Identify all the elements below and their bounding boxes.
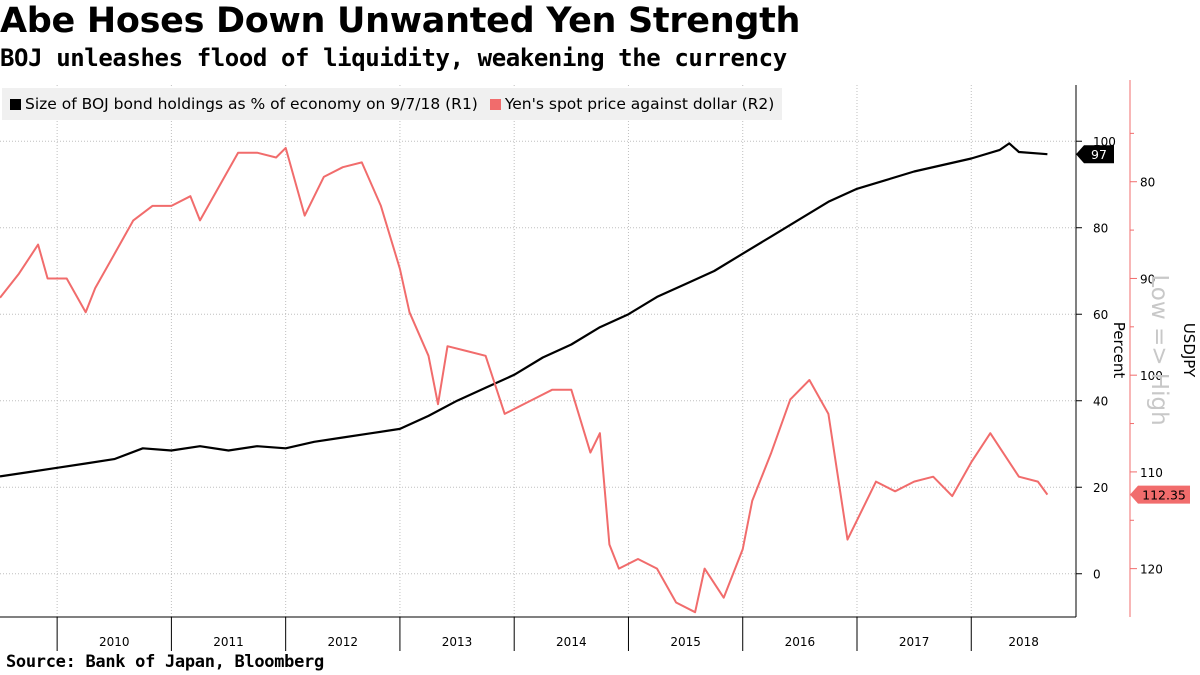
legend: Size of BOJ bond holdings as % of econom… <box>2 88 783 120</box>
x-tick-label: 2017 <box>899 635 930 649</box>
r1-tick-label: 40 <box>1093 395 1108 409</box>
gridlines <box>0 85 1076 617</box>
x-tick-label: 2016 <box>785 635 816 649</box>
chart-title: Abe Hoses Down Unwanted Yen Strength <box>0 1 801 41</box>
r2-tick-label: 120 <box>1140 563 1163 577</box>
series-layer <box>0 142 1049 614</box>
r2-axis-annotation: Low => High <box>1146 274 1172 425</box>
r2-tick-label: 90 <box>1140 272 1155 286</box>
x-tick-label: 2014 <box>556 635 587 649</box>
r1-tick-label: 0 <box>1093 568 1101 582</box>
badge-yen-label: 112.35 <box>1142 488 1186 503</box>
r1-tick-label: 60 <box>1093 308 1108 322</box>
legend-label-yen: Yen's spot price against dollar (R2) <box>504 95 775 113</box>
x-axis: 2010 2011 2012 2013 2014 2015 2016 2017 2018 <box>0 616 1076 651</box>
legend-swatch-bond <box>10 98 21 110</box>
r2-tick-label: 80 <box>1140 176 1155 190</box>
legend-swatch-yen <box>489 98 501 110</box>
x-tick-label: 2011 <box>213 635 244 649</box>
legend-item-bond: Size of BOJ bond holdings as % of econom… <box>10 95 478 113</box>
r2-axis: 80 90 100 110 120 <box>1129 80 1163 617</box>
series-line-yen <box>0 146 1049 614</box>
badge-yen <box>1130 485 1190 504</box>
r1-tick-label: 80 <box>1093 222 1108 236</box>
x-tick-label: 2010 <box>99 635 130 649</box>
r2-tick-label: 110 <box>1140 466 1163 480</box>
x-tick-label: 2015 <box>670 635 701 649</box>
badge-bond <box>1076 145 1114 164</box>
x-tick-label: 2012 <box>328 635 359 649</box>
x-tick-label: 2018 <box>1008 635 1039 649</box>
r2-tick-label: 100 <box>1140 369 1163 383</box>
r2-axis-title: USDJPY <box>1180 323 1198 378</box>
last-value-badges: 97 112.35 <box>1076 145 1190 504</box>
legend-label-bond: Size of BOJ bond holdings as % of econom… <box>25 95 478 113</box>
x-tick-label: 2013 <box>442 635 473 649</box>
source-note: Source: Bank of Japan, Bloomberg <box>6 652 324 672</box>
badge-bond-label: 97 <box>1091 147 1107 162</box>
series-line-bond <box>0 142 1048 478</box>
r1-axis-title: Percent <box>1110 322 1128 379</box>
r1-tick-label: 20 <box>1093 481 1108 495</box>
chart-subtitle: BOJ unleashes flood of liquidity, weaken… <box>0 44 787 72</box>
legend-item-yen: Yen's spot price against dollar (R2) <box>489 95 775 113</box>
